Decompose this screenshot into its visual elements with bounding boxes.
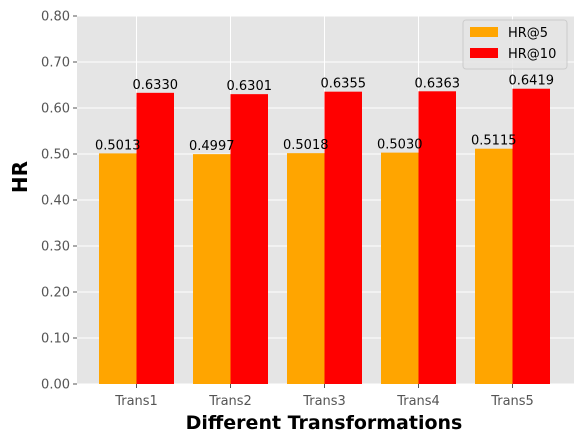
y-axis-ticks: 0.00 0.10 0.20 0.30 0.40 0.50 0.60 0.70 0.80 <box>41 10 77 393</box>
data-label: 0.6363 <box>415 76 461 91</box>
legend-swatch <box>470 27 498 37</box>
y-tick-label: 0.70 <box>41 56 70 71</box>
bar-hr-10-trans5 <box>512 88 550 384</box>
data-label: 0.6355 <box>321 77 367 92</box>
y-tick-label: 0.30 <box>41 240 70 255</box>
bar-hr-10-trans3 <box>324 91 362 385</box>
y-axis-title: HR <box>8 161 32 193</box>
y-tick-label: 0.10 <box>41 332 70 347</box>
data-label: 0.5030 <box>377 138 423 153</box>
data-label: 0.6301 <box>227 79 273 94</box>
bar-hr-5-trans4 <box>381 152 419 384</box>
bar-hr-5-trans1 <box>99 153 137 384</box>
bar-hr-10-trans1 <box>136 92 174 384</box>
x-tick-label: Trans5 <box>490 394 534 409</box>
y-tick-label: 0.00 <box>41 378 70 393</box>
legend-label: HR@5 <box>508 26 548 41</box>
x-axis-title: Different Transformations <box>186 412 463 434</box>
data-label: 0.5013 <box>95 138 141 153</box>
bars <box>99 88 550 385</box>
x-tick-label: Trans1 <box>114 394 158 409</box>
legend-label: HR@10 <box>508 47 556 62</box>
y-tick-label: 0.50 <box>41 148 70 163</box>
bar-hr-10-trans2 <box>230 94 268 385</box>
y-tick-label: 0.40 <box>41 194 70 209</box>
y-tick-label: 0.80 <box>41 10 70 25</box>
bar-hr-5-trans2 <box>193 154 231 384</box>
y-tick-label: 0.20 <box>41 286 70 301</box>
data-labels: 0.5013 0.4997 0.5018 0.5030 0.5115 0.6330 0.63… <box>95 74 554 154</box>
legend-swatch <box>470 48 498 58</box>
bar-hr-5-trans5 <box>475 148 513 384</box>
x-axis-ticks: Trans1 Trans2 Trans3 Trans4 Trans5 <box>114 384 534 409</box>
x-tick-label: Trans3 <box>302 394 346 409</box>
x-tick-label: Trans2 <box>208 394 252 409</box>
bar-hr-5-trans3 <box>287 153 325 384</box>
data-label: 0.5018 <box>283 138 329 153</box>
y-tick-label: 0.60 <box>41 102 70 117</box>
legend: HR@5 HR@10 <box>462 19 568 70</box>
x-tick-label: Trans4 <box>396 394 440 409</box>
data-label: 0.6419 <box>509 74 555 89</box>
data-label: 0.5115 <box>471 134 517 149</box>
data-label: 0.4997 <box>189 139 235 154</box>
data-label: 0.6330 <box>133 78 179 93</box>
bar-hr-10-trans4 <box>418 91 456 384</box>
